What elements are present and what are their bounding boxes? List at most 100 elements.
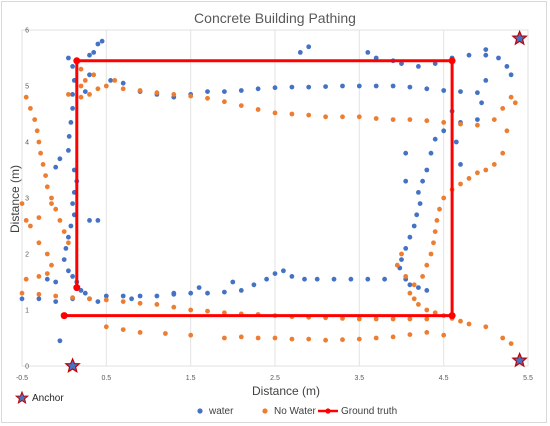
no-water-point xyxy=(112,78,118,83)
no-water-point xyxy=(40,162,46,167)
water-point xyxy=(108,78,113,83)
no-water-point xyxy=(36,291,42,297)
water-point xyxy=(306,44,312,50)
no-water-point xyxy=(500,335,506,341)
no-water-point xyxy=(66,92,71,97)
no-water-point xyxy=(356,316,362,322)
water-point xyxy=(53,164,59,170)
water-point xyxy=(251,282,257,288)
water-point xyxy=(289,84,295,90)
water-point xyxy=(424,86,430,92)
ground-truth-point xyxy=(73,57,81,65)
no-water-point xyxy=(356,114,362,120)
water-point xyxy=(36,296,42,302)
no-water-point xyxy=(28,223,33,229)
water-point xyxy=(407,282,413,288)
no-water-point xyxy=(340,316,345,321)
no-water-point xyxy=(36,274,42,279)
legend-label-water: water xyxy=(208,406,234,417)
water-point xyxy=(272,271,278,276)
no-water-point xyxy=(424,262,430,268)
no-water-point xyxy=(431,240,436,246)
legend: water No Water Ground truth xyxy=(197,406,397,417)
legend-marker-ground-truth xyxy=(325,408,331,414)
no-water-point xyxy=(306,112,312,118)
no-water-point xyxy=(432,310,438,316)
no-water-point xyxy=(34,128,40,134)
water-point xyxy=(306,84,312,90)
no-water-point xyxy=(508,341,514,346)
water-point xyxy=(70,274,75,279)
no-water-point xyxy=(340,114,345,120)
no-water-point xyxy=(222,99,227,105)
water-point xyxy=(95,218,101,223)
water-point xyxy=(66,268,71,274)
no-water-point xyxy=(272,110,278,116)
no-water-point xyxy=(19,290,25,296)
no-water-point xyxy=(340,337,345,343)
no-water-point xyxy=(432,229,438,235)
no-water-point xyxy=(43,173,48,179)
no-water-point xyxy=(420,274,425,279)
x-tick-label: 0.5 xyxy=(101,375,111,382)
x-tick-label: -0.5 xyxy=(16,375,28,382)
water-point xyxy=(255,86,261,92)
no-water-point xyxy=(483,324,489,330)
no-water-point xyxy=(373,335,379,341)
water-point xyxy=(289,274,295,279)
no-water-point xyxy=(504,128,510,134)
y-tick-label: 0 xyxy=(25,364,29,371)
no-water-point xyxy=(103,324,109,330)
y-tick-label: 4 xyxy=(25,140,29,147)
no-water-point xyxy=(407,117,413,122)
water-point xyxy=(61,257,67,262)
no-water-point xyxy=(466,176,472,181)
chart-title: Concrete Building Pathing xyxy=(194,10,356,26)
no-water-point xyxy=(424,118,430,124)
water-point xyxy=(483,52,489,58)
water-point xyxy=(66,134,72,139)
no-water-point xyxy=(323,114,328,120)
no-water-point xyxy=(373,316,379,322)
no-water-point xyxy=(28,106,33,111)
legend-item-no-water: No Water xyxy=(262,406,317,417)
no-water-point xyxy=(163,331,168,336)
water-point xyxy=(399,61,404,66)
no-water-point xyxy=(188,332,194,338)
no-water-point xyxy=(424,307,430,313)
water-point xyxy=(57,156,63,162)
water-point xyxy=(87,218,92,223)
no-water-point xyxy=(238,334,244,340)
no-water-point xyxy=(458,181,463,187)
no-water-point xyxy=(154,302,160,307)
water-point xyxy=(475,90,480,96)
no-water-point xyxy=(512,100,518,106)
no-water-point xyxy=(403,274,409,279)
no-water-point xyxy=(87,296,92,302)
no-water-point xyxy=(289,111,295,117)
no-water-point xyxy=(188,93,194,99)
no-water-point xyxy=(103,83,109,89)
no-water-point xyxy=(53,206,59,212)
no-water-point xyxy=(222,310,227,316)
anchors xyxy=(64,29,528,374)
water-point xyxy=(403,150,409,156)
water-point xyxy=(68,120,74,125)
water-point xyxy=(399,257,404,262)
no-water-point xyxy=(53,293,59,299)
no-water-point xyxy=(222,335,227,341)
no-water-point xyxy=(120,299,126,304)
legend-marker-water xyxy=(197,408,203,414)
water-point xyxy=(281,268,286,274)
water-point xyxy=(70,106,75,111)
water-point xyxy=(70,64,75,69)
no-water-point xyxy=(49,262,54,268)
legend-item-ground-truth: Ground truth xyxy=(318,406,397,417)
water-point xyxy=(403,178,409,184)
no-water-point xyxy=(458,121,463,127)
water-point xyxy=(238,88,244,93)
water-point xyxy=(196,285,202,290)
no-water-point xyxy=(57,218,63,223)
water-point xyxy=(331,276,337,282)
